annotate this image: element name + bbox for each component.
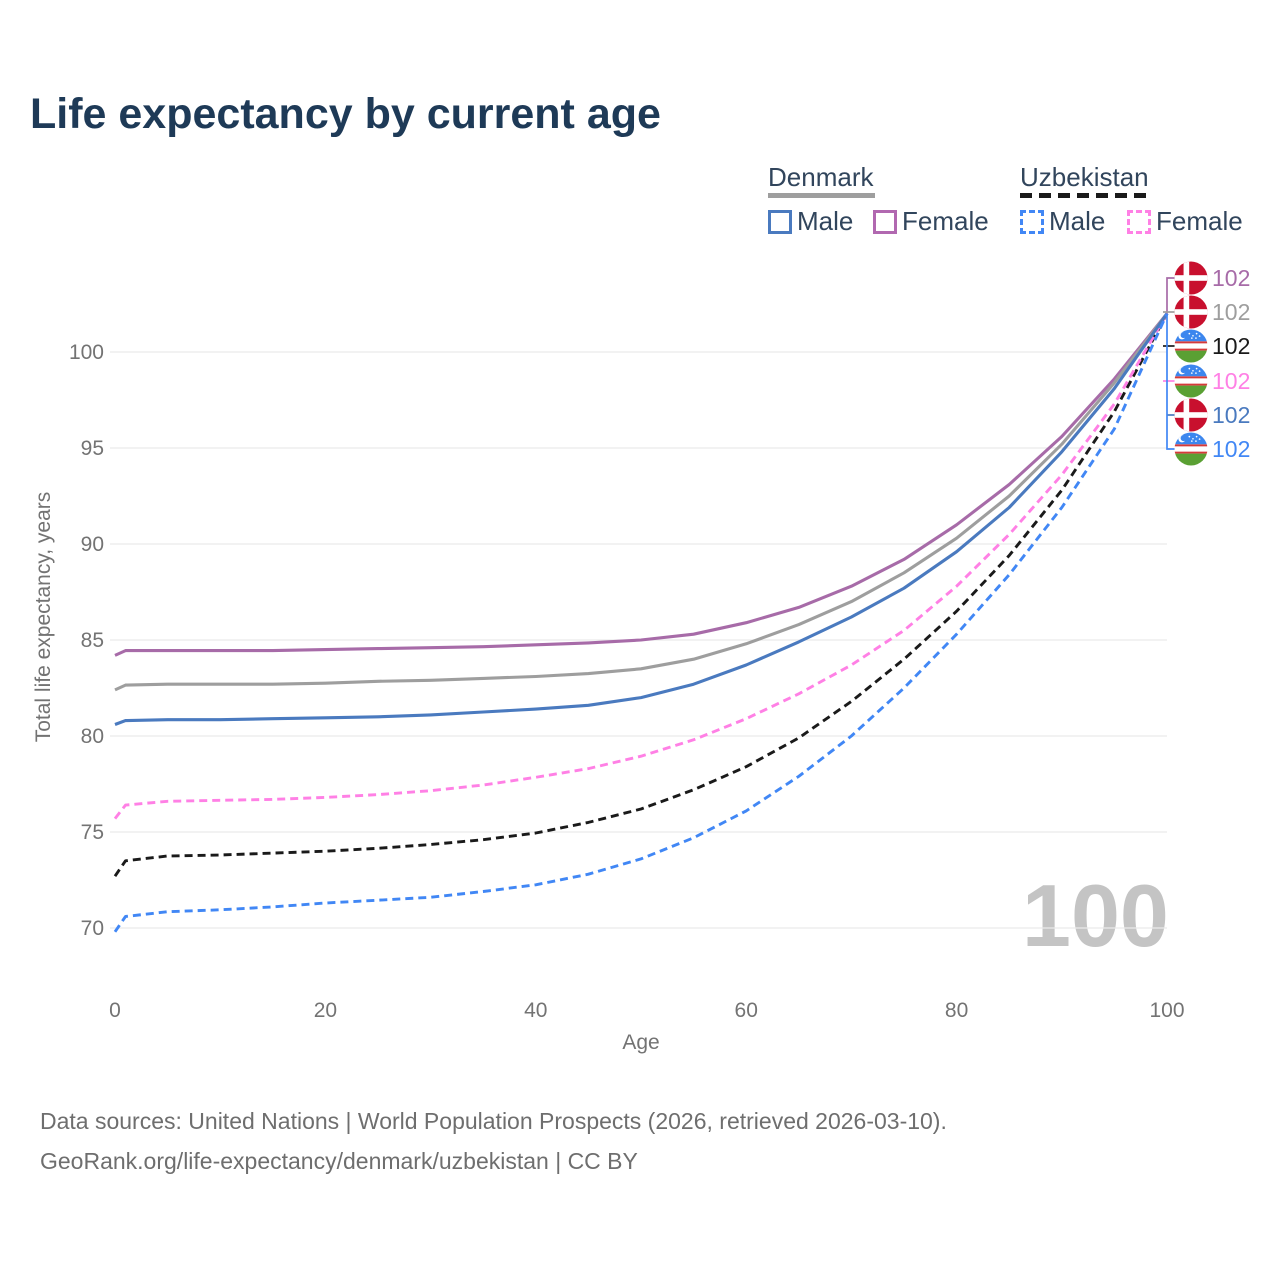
end-value-label-uzbekistan-female: 102	[1212, 368, 1250, 394]
uzbekistan-female-checkbox[interactable]	[1127, 209, 1151, 234]
denmark-male-checkbox[interactable]	[768, 209, 792, 234]
series-line-uzbekistan-both-sexes[interactable]	[113, 312, 1169, 878]
end-value-label-denmark-both-sexes: 102	[1212, 299, 1250, 325]
end-value-label-denmark-male: 102	[1212, 402, 1250, 428]
y-tick-label: 80	[81, 725, 104, 748]
legend-group-denmark[interactable]: Denmark	[768, 162, 874, 192]
end-value-label-denmark-female: 102	[1212, 265, 1250, 291]
legend-item-uzbekistan-male[interactable]: Male	[1020, 206, 1105, 237]
x-tick-label: 40	[524, 999, 547, 1022]
y-tick-label: 75	[81, 821, 104, 844]
series-line-uzbekistan-female[interactable]	[113, 312, 1169, 820]
x-tick-label: 20	[314, 999, 337, 1022]
legend-item-denmark-female[interactable]: Female	[873, 206, 989, 237]
y-tick-label: 95	[81, 437, 104, 460]
axis-watermark: 100	[1022, 866, 1169, 965]
uzbekistan-flag-icon	[1174, 364, 1208, 398]
y-tick-label: 70	[81, 917, 104, 940]
attribution-link[interactable]: GeoRank.org/life-expectancy/denmark/uzbe…	[40, 1148, 638, 1174]
y-tick-label: 85	[81, 629, 104, 652]
denmark-flag-icon	[1174, 261, 1208, 295]
end-label-leader-line	[1166, 313, 1176, 450]
end-value-label-uzbekistan-both-sexes: 102	[1212, 333, 1250, 359]
y-tick-label: 100	[69, 341, 104, 364]
denmark-flag-icon	[1174, 295, 1208, 329]
legend-group-uzbekistan[interactable]: Uzbekistan	[1020, 162, 1149, 192]
uzbekistan-male-checkbox[interactable]	[1020, 209, 1044, 234]
legend-label-denmark-female: Female	[902, 206, 989, 236]
series-line-denmark-both-sexes[interactable]	[114, 312, 1169, 692]
x-tick-label: 80	[945, 999, 968, 1022]
legend-label-uzbekistan-male: Male	[1049, 206, 1106, 236]
series-line-denmark-male[interactable]	[114, 312, 1169, 726]
data-sources-note: Data sources: United Nations | World Pop…	[40, 1108, 947, 1134]
x-tick-label: 60	[735, 999, 758, 1022]
series-line-uzbekistan-male[interactable]	[113, 312, 1169, 933]
uzbekistan-flag-icon	[1174, 432, 1208, 466]
series-line-denmark-female[interactable]	[114, 312, 1169, 657]
x-tick-label: 0	[109, 999, 121, 1022]
end-value-label-uzbekistan-male: 102	[1212, 436, 1250, 462]
legend-denmark-line-sample	[768, 193, 875, 198]
legend-label-denmark-male: Male	[797, 206, 854, 236]
end-label-leader-line	[1166, 277, 1176, 314]
page-title: Life expectancy by current age	[30, 90, 661, 138]
legend-item-uzbekistan-female[interactable]: Female	[1127, 206, 1243, 237]
x-tick-label: 100	[1149, 999, 1184, 1022]
uzbekistan-flag-icon	[1174, 329, 1208, 363]
y-tick-label: 90	[81, 533, 104, 556]
legend-label-uzbekistan-female: Female	[1156, 206, 1243, 236]
denmark-flag-icon	[1174, 398, 1208, 432]
denmark-female-checkbox[interactable]	[873, 209, 897, 234]
legend-item-denmark-male[interactable]: Male	[768, 206, 853, 237]
legend-uzbekistan-line-sample	[1020, 193, 1149, 198]
x-axis-title: Age	[622, 1031, 659, 1054]
y-axis-title: Total life expectancy, years	[32, 492, 55, 743]
